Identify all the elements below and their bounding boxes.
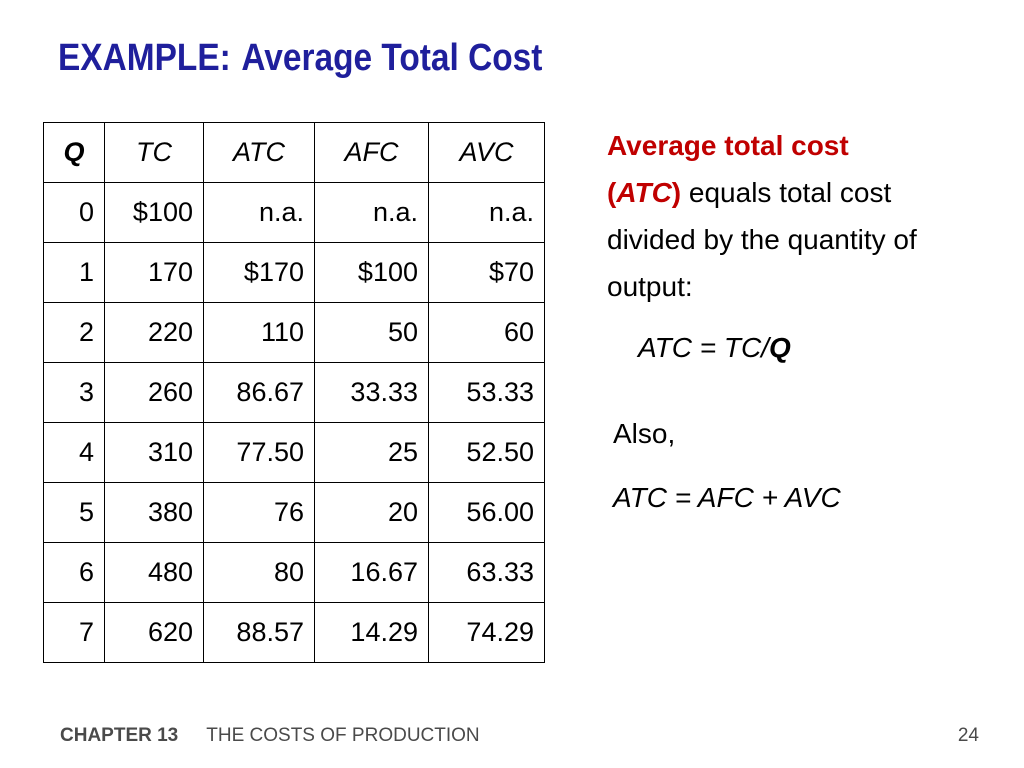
cell-afc: 25 [314, 422, 429, 483]
table-row: 0 $100 n.a. n.a. n.a. [43, 182, 545, 243]
header-afc: AFC [314, 122, 429, 183]
atc-formula: ATC = TC/Q [638, 332, 791, 364]
title-main: Average Total Cost [241, 37, 543, 79]
cell-q: 3 [43, 362, 105, 423]
cell-afc: $100 [314, 242, 429, 303]
table-row: 6 480 80 16.67 63.33 [43, 542, 545, 603]
table-row: 7 620 88.57 14.29 74.29 [43, 602, 545, 663]
definition-abbr: ATC [616, 177, 672, 208]
header-tc: TC [104, 122, 204, 183]
cell-avc: 52.50 [428, 422, 545, 483]
slide-footer: CHAPTER 13 THE COSTS OF PRODUCTION [60, 725, 480, 747]
definition-term: Average total cost [607, 130, 849, 161]
table-row: 1 170 $170 $100 $70 [43, 242, 545, 303]
atc-sum-formula: ATC = AFC + AVC [613, 482, 841, 513]
cell-afc: 50 [314, 302, 429, 363]
cell-q: 0 [43, 182, 105, 243]
cell-tc: 380 [104, 482, 204, 543]
page-number: 24 [957, 725, 979, 746]
also-text: Also, [613, 418, 676, 449]
cell-avc: 60 [428, 302, 545, 363]
definition-open-paren: ( [607, 177, 617, 208]
cell-atc: 86.67 [203, 362, 315, 423]
atc-definition: Average total cost (ATC) equals total cos… [607, 122, 947, 310]
cell-avc: 53.33 [428, 362, 545, 423]
table-header-row: Q TC ATC AFC AVC [43, 122, 545, 183]
footer-subtitle: THE COSTS OF PRODUCTION [206, 725, 480, 746]
cell-atc: $170 [203, 242, 315, 303]
cell-tc: 220 [104, 302, 204, 363]
cell-afc: 33.33 [314, 362, 429, 423]
cell-q: 6 [43, 542, 105, 603]
formula-eq: = [691, 332, 724, 363]
header-atc: ATC [203, 122, 315, 183]
cell-atc: 88.57 [203, 602, 315, 663]
definition-close-paren: ) [671, 177, 682, 208]
cell-afc: 14.29 [314, 602, 429, 663]
cell-atc: n.a. [203, 182, 315, 243]
cell-tc: 310 [104, 422, 204, 483]
table-row: 4 310 77.50 25 52.50 [43, 422, 545, 483]
cell-tc: $100 [104, 182, 204, 243]
footer-chapter: CHAPTER 13 [60, 725, 179, 746]
table-row: 3 260 86.67 33.33 53.33 [43, 362, 545, 423]
cell-afc: 16.67 [314, 542, 429, 603]
table-row: 2 220 110 50 60 [43, 302, 545, 363]
cell-avc: 63.33 [428, 542, 545, 603]
formula-slash: / [761, 332, 769, 363]
cell-atc: 80 [203, 542, 315, 603]
cell-avc: $70 [428, 242, 545, 303]
cell-atc: 77.50 [203, 422, 315, 483]
cell-avc: n.a. [428, 182, 545, 243]
cell-tc: 260 [104, 362, 204, 423]
header-q: Q [43, 122, 105, 183]
table-row: 5 380 76 20 56.00 [43, 482, 545, 543]
formula-numerator: TC [723, 332, 762, 363]
cell-tc: 170 [104, 242, 204, 303]
cell-tc: 480 [104, 542, 204, 603]
cell-avc: 74.29 [428, 602, 545, 663]
cell-q: 4 [43, 422, 105, 483]
definition-text: equals total cost divided by the quantit… [607, 177, 917, 302]
formula-denominator: Q [768, 332, 791, 363]
cell-afc: n.a. [314, 182, 429, 243]
slide-title: EXAMPLE: Average Total Cost [58, 30, 542, 86]
header-avc: AVC [428, 122, 545, 183]
cell-afc: 20 [314, 482, 429, 543]
title-prefix: EXAMPLE: [58, 37, 231, 79]
cell-tc: 620 [104, 602, 204, 663]
formula-lhs: ATC [638, 332, 692, 363]
cell-q: 1 [43, 242, 105, 303]
cell-atc: 76 [203, 482, 315, 543]
cell-q: 2 [43, 302, 105, 363]
cell-q: 7 [43, 602, 105, 663]
cost-table: Q TC ATC AFC AVC 0 $100 n.a. n.a. n.a. 1… [43, 122, 545, 663]
cell-avc: 56.00 [428, 482, 545, 543]
cell-q: 5 [43, 482, 105, 543]
cell-atc: 110 [203, 302, 315, 363]
